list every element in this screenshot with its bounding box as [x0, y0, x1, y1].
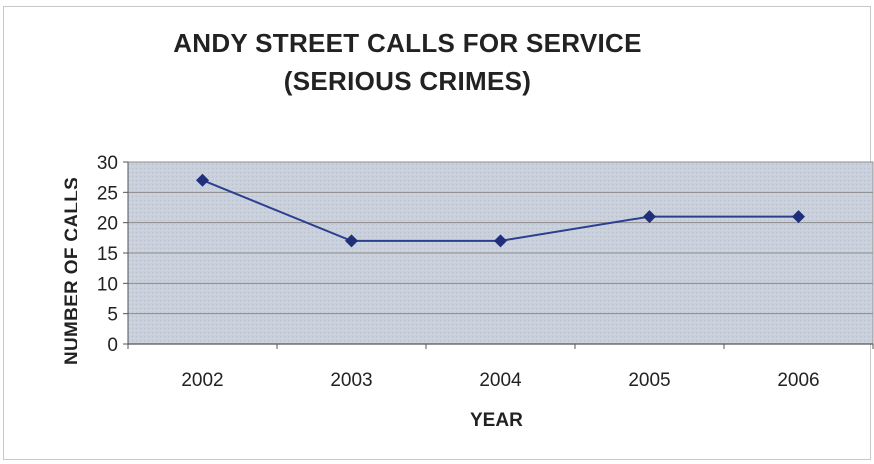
data-point-2005: [643, 210, 656, 224]
chart-title-line-2: (SERIOUS CRIMES): [283, 66, 532, 96]
x-tick-label-2004: 2004: [479, 370, 522, 391]
y-tick-label-20: 20: [97, 214, 118, 235]
chart-title-line-1: ANDY STREET CALLS FOR SERVICE: [173, 28, 642, 58]
data-point-2003: [345, 234, 358, 248]
y-tick-label-15: 15: [97, 244, 118, 265]
chart-title: ANDY STREET CALLS FOR SERVICE (SERIOUS C…: [0, 24, 815, 100]
y-tick-label-10: 10: [97, 274, 118, 295]
x-tick-label-2002: 2002: [181, 370, 223, 391]
y-tick-label-30: 30: [97, 153, 118, 174]
y-tick-label-0: 0: [107, 335, 118, 356]
y-tick-label-5: 5: [107, 305, 118, 326]
data-point-2004: [494, 234, 507, 248]
x-tick-label-2006: 2006: [777, 370, 819, 391]
y-tick-label-25: 25: [97, 183, 118, 204]
x-axis-label: YEAR: [470, 410, 523, 431]
x-tick-label-2005: 2005: [628, 370, 670, 391]
data-point-2006: [792, 210, 805, 224]
x-tick-label-2003: 2003: [330, 370, 372, 391]
data-point-2002: [196, 173, 209, 187]
